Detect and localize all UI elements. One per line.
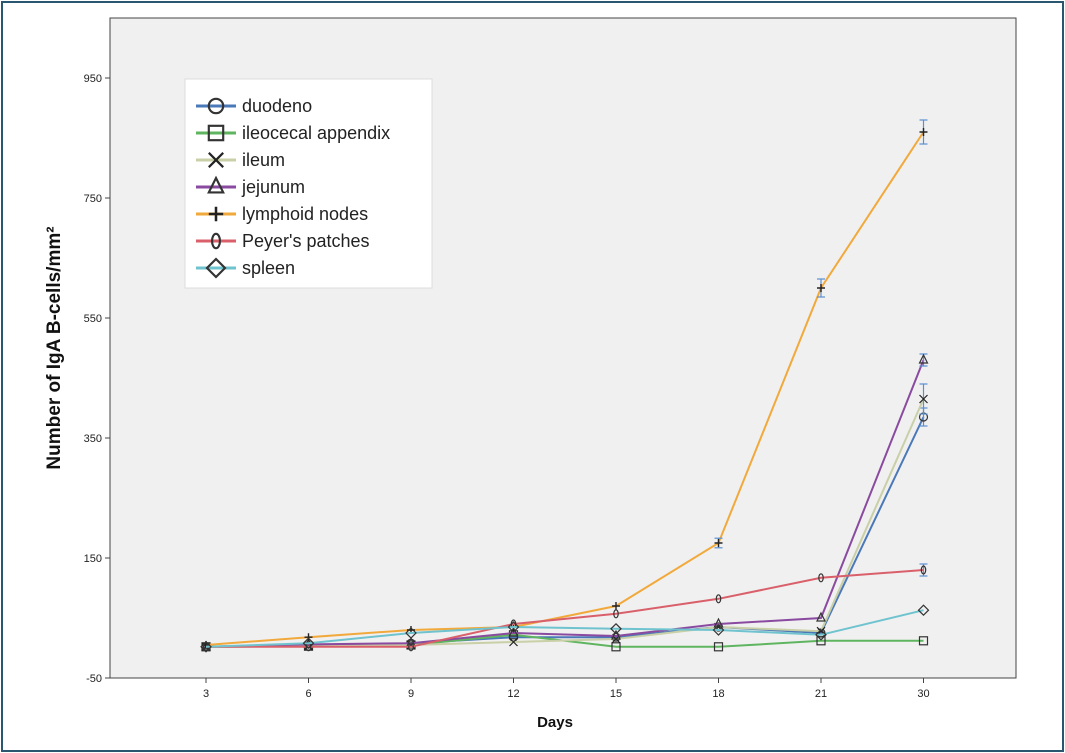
series-line-6 [205,609,924,648]
point-1-7 [918,636,929,646]
point-3-3 [508,626,519,637]
x-axis-title: Days [537,714,573,731]
point-3-4 [611,629,621,640]
point-5-6 [818,573,824,583]
legend-marker-shape-5 [210,232,222,250]
legend-marker-5 [210,232,222,250]
legend-label-6: spleen [242,258,295,278]
legend-label-5: Peyer's patches [242,231,370,251]
legend-marker-6 [205,257,227,279]
legend-item-5: Peyer's patches [196,231,370,251]
legend-marker-shape-0 [207,97,225,115]
point-4-6 [817,284,825,292]
point-6-6 [815,628,827,641]
point-6-4 [610,622,622,635]
point-1-6 [816,636,826,646]
y-tick-label-3: 550 [84,313,102,325]
point-5-5 [715,594,722,604]
y-axis-title: Number of IgA B-cells/mm² [44,226,65,469]
legend-box [184,78,433,289]
series-line-3 [205,359,925,648]
point-3-5 [713,617,724,628]
point-1-4 [611,642,621,652]
point-4-4 [612,602,620,610]
legend-marker-3 [207,175,225,194]
legend-marker-4 [208,206,224,222]
legend-marker-shape-6 [205,257,227,279]
x-tick-label-7: 30 [917,688,929,700]
legend-item-0: duodeno [196,96,312,116]
series-layer [200,119,930,653]
legend-item-1: ileocecal appendix [196,123,390,143]
y-tick-label-1: 150 [84,553,102,565]
point-5-2 [408,642,414,652]
x-axis: 3 6 9 12 15 18 21 30 [203,678,930,700]
legend-label-2: ileum [242,150,285,170]
point-5-4 [613,609,619,619]
point-6-5 [712,624,725,636]
point-6-7 [917,604,930,617]
x-tick-label-5: 18 [712,688,724,700]
y-tick-label-5: 950 [84,73,102,85]
legend-label-3: jejunum [241,177,305,197]
y-tick-label-0: -50 [86,673,102,685]
point-6-3 [507,621,520,633]
point-6-1 [302,637,315,650]
x-tick-label-0: 3 [203,688,209,700]
series-6 [200,604,930,653]
legend: duodeno ileocecal appendix ileum jejunum lym… [184,78,433,289]
point-5-7 [920,565,927,575]
legend-marker-shape-2 [208,152,224,168]
point-3-7 [918,353,929,364]
x-tick-label-4: 15 [610,688,622,700]
legend-item-2: ileum [196,150,285,170]
point-1-5 [713,642,724,652]
x-tick-label-1: 6 [305,688,311,700]
y-tick-label-2: 350 [84,433,102,445]
legend-marker-shape-4 [208,206,224,222]
legend-marker-0 [207,97,225,115]
legend-marker-2 [208,152,224,168]
x-tick-label-3: 12 [507,688,519,700]
legend-label-4: lymphoid nodes [242,204,368,224]
legend-item-4: lymphoid nodes [196,204,368,224]
legend-marker-shape-3 [207,175,225,194]
legend-marker-1 [207,124,225,142]
point-6-2 [405,627,417,639]
x-tick-label-6: 21 [815,688,827,700]
point-3-6 [816,611,826,622]
y-tick-label-4: 750 [84,193,102,205]
point-4-5 [714,539,723,547]
legend-label-1: ileocecal appendix [242,123,390,143]
point-2-3 [509,637,518,647]
y-axis: -50 150 350 550 750 950 [84,73,110,685]
series-line-5 [206,569,924,648]
point-2-7 [919,394,928,404]
point-4-7 [919,128,928,136]
point-6-0 [200,640,212,653]
point-4-1 [304,633,313,642]
legend-item-3: jejunum [196,175,305,197]
series-line-4 [205,131,925,646]
legend-item-6: spleen [196,257,295,279]
x-tick-label-2: 9 [408,688,414,700]
series-4 [202,119,928,649]
legend-label-0: duodeno [242,96,312,116]
legend-marker-shape-1 [207,124,225,142]
